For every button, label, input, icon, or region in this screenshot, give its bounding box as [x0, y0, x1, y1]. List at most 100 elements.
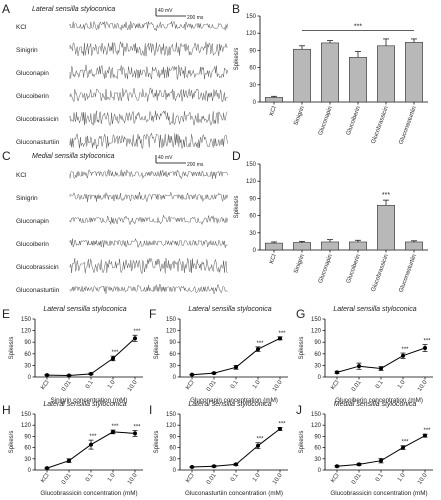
F-y-tick-label: 150 — [166, 317, 177, 323]
J-point — [401, 445, 405, 450]
I-point — [234, 462, 238, 467]
D-y-tick-label: 30 — [249, 231, 256, 237]
B-y-tick-label: 30 — [249, 83, 256, 89]
D-bar-Glucobrassicin — [377, 204, 395, 251]
I-point — [190, 465, 194, 470]
B-bar-Glucobrassicin — [377, 45, 395, 103]
E-title: Lateral sensilla styloconica — [43, 306, 126, 313]
J-title: Medial sensilla styloconica — [334, 401, 417, 408]
panel-label-B: B — [232, 2, 240, 16]
G-y-tick-label: 120 — [311, 329, 322, 335]
C-trace-label: Gluconasturtiin — [16, 287, 60, 294]
B-x-tick-label: Gluconasturtiin — [399, 106, 418, 146]
C-trace-2 — [69, 214, 228, 226]
G-y-label: Spikes/s — [299, 337, 305, 360]
H-y-tick-label: 30 — [24, 457, 31, 463]
panel-label-G: G — [296, 307, 305, 321]
F-point — [278, 336, 282, 341]
C-trace-label: Sinigrin — [16, 195, 38, 202]
A-trace-label: Sinigrin — [16, 47, 38, 54]
B-bar-Sinigrin — [293, 48, 311, 103]
A-trace-2 — [69, 64, 228, 80]
B-x-tick-label: Gluconapin — [318, 106, 334, 137]
G-point — [357, 364, 361, 369]
F-significance: *** — [256, 341, 264, 347]
J-x-tick-label: KCl — [330, 473, 340, 484]
B-bar-Glucoiberin — [349, 56, 367, 103]
A-trace-label: Glucoiberin — [16, 93, 49, 100]
D-y-tick-label: 150 — [246, 162, 257, 168]
G-y-tick-label: 90 — [314, 340, 321, 346]
G-x-tick-label: KCl — [330, 380, 340, 391]
E-x-tick-label: 0.01 — [61, 379, 73, 393]
C-trace-label: Glucobrassicin — [16, 264, 59, 271]
A-trace-1 — [69, 40, 228, 57]
panel-label-C: C — [2, 149, 11, 163]
E-x-tick-label: 0.1 — [85, 379, 95, 390]
F-x-tick-label: KCl — [185, 380, 195, 391]
F-point — [234, 365, 238, 370]
F-x-label: Gluconapin concentration (mM) — [190, 397, 278, 404]
E-x-tick-label: KCl — [40, 380, 50, 391]
J-y-label: Spikes/s — [299, 431, 305, 454]
C-trace-4 — [69, 257, 228, 274]
F-y-tick-label: 60 — [169, 352, 176, 358]
G-y-tick-label: 30 — [314, 363, 321, 369]
A-trace-label: Glucobrassicin — [16, 116, 59, 123]
F-x-tick-label: 1.0 — [252, 379, 262, 390]
H-point — [133, 431, 137, 436]
D-bar-Sinigrin — [293, 242, 311, 251]
J-significance: *** — [423, 428, 431, 434]
panel-label-I: I — [149, 403, 152, 417]
I-y-tick-label: 30 — [169, 457, 176, 463]
E-significance: *** — [133, 329, 141, 335]
J-point — [423, 433, 427, 438]
F-significance: *** — [278, 331, 286, 337]
D-y-tick-label: 120 — [246, 179, 257, 185]
B-bar-KCl — [265, 97, 283, 103]
H-point — [67, 458, 71, 463]
I-point — [256, 443, 260, 448]
chart-layer: Lateral sensilla styloconica 40 mV 200 ms K… — [9, 6, 433, 497]
D-y-label: Spikes/s — [234, 196, 240, 219]
H-y-tick-label: 120 — [21, 423, 32, 429]
J-y-tick-label: 30 — [314, 457, 321, 463]
D-x-tick-label: KCl — [269, 254, 278, 265]
B-x-tick-label: Glucobrassicin — [371, 106, 390, 145]
I-y-tick-label: 90 — [169, 434, 176, 440]
I-title: Lateral sensilla styloconica — [188, 401, 271, 408]
H-y-tick-label: 0 — [28, 468, 32, 474]
E-x-label: Sinigrin concentration (mM) — [51, 397, 128, 404]
C-trace-5 — [69, 283, 228, 294]
I-y-label: Spikes/s — [154, 431, 160, 454]
D-significance: *** — [382, 192, 390, 199]
A-trace-label: Gluconapin — [16, 70, 49, 77]
J-y-tick-label: 60 — [314, 446, 321, 452]
A-trace-0 — [69, 20, 228, 31]
J-x-tick-label: 1.0 — [397, 472, 407, 483]
D-bar-Gluconasturtiin — [405, 241, 423, 251]
E-point — [45, 373, 49, 378]
J-y-tick-label: 150 — [311, 412, 322, 418]
G-title: Lateral sensilla styloconica — [333, 306, 416, 313]
panel-label-H: H — [2, 403, 11, 417]
F-y-tick-label: 30 — [169, 363, 176, 369]
F-point — [212, 371, 216, 376]
H-title: Lateral sensilla styloconica — [43, 401, 126, 408]
G-point — [401, 353, 405, 358]
G-x-tick-label: 0.1 — [375, 379, 385, 390]
J-x-tick-label: 10.0 — [417, 472, 429, 486]
I-x-tick-label: 0.1 — [230, 472, 240, 483]
E-significance: *** — [111, 350, 119, 356]
H-x-tick-label: 0.1 — [85, 472, 95, 483]
J-point — [357, 462, 361, 467]
I-x-tick-label: 0.01 — [206, 472, 218, 486]
panel-label-F: F — [149, 307, 156, 321]
B-y-tick-label: 150 — [246, 14, 257, 20]
E-y-label: Spikes/s — [9, 337, 15, 360]
H-y-label: Spikes/s — [9, 431, 15, 454]
E-y-tick-label: 0 — [28, 375, 32, 381]
H-y-tick-label: 60 — [24, 446, 31, 452]
E-point — [89, 371, 93, 376]
